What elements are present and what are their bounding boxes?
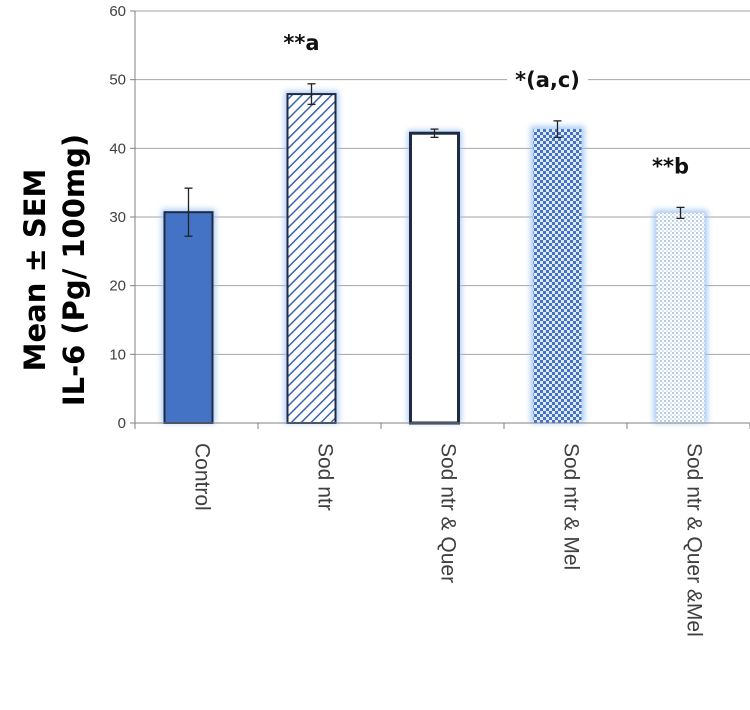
annotation-bg-1 bbox=[275, 28, 328, 57]
bar-3 bbox=[533, 129, 582, 423]
bar-2 bbox=[409, 131, 460, 425]
y-tick-label-50: 50 bbox=[109, 72, 126, 89]
x-tick-label-3: Sod ntr & Mel bbox=[560, 443, 583, 570]
annotation-1: **a bbox=[283, 31, 319, 55]
x-axis: Control Sod ntr Sod ntr & Quer Sod ntr & Me… bbox=[134, 422, 750, 637]
bar-0 bbox=[163, 211, 214, 424]
x-tick-label-1: Sod ntr bbox=[314, 443, 337, 511]
annotation-bg-4 bbox=[644, 152, 697, 181]
y-tick-label-40: 40 bbox=[109, 140, 126, 157]
y-tick-label-0: 0 bbox=[118, 415, 126, 432]
annotations: **a *(a,c) **b bbox=[275, 28, 697, 181]
bar-4 bbox=[656, 212, 705, 423]
y-axis-label-line-1: Mean ± SEM bbox=[18, 169, 52, 372]
x-tick-label-2: Sod ntr & Quer bbox=[437, 443, 460, 583]
y-tick-label-10: 10 bbox=[109, 346, 126, 363]
error-bars bbox=[184, 83, 685, 237]
y-tick-label-60: 60 bbox=[109, 3, 126, 20]
bar-1 bbox=[286, 93, 337, 424]
y-axis: 0 10 20 30 40 50 60 bbox=[109, 3, 136, 432]
annotation-bg-3 bbox=[507, 65, 588, 94]
annotation-4: **b bbox=[652, 154, 689, 178]
x-tick-label-0: Control bbox=[191, 443, 214, 511]
y-tick-label-20: 20 bbox=[109, 278, 126, 295]
annotation-3: *(a,c) bbox=[515, 68, 580, 92]
y-tick-label-30: 30 bbox=[109, 209, 126, 226]
bars bbox=[161, 91, 708, 425]
y-axis-label-line-2: IL-6 (Pg/ 100mg) bbox=[57, 134, 91, 406]
x-tick-label-4: Sod ntr & Quer &Mel bbox=[683, 443, 706, 637]
